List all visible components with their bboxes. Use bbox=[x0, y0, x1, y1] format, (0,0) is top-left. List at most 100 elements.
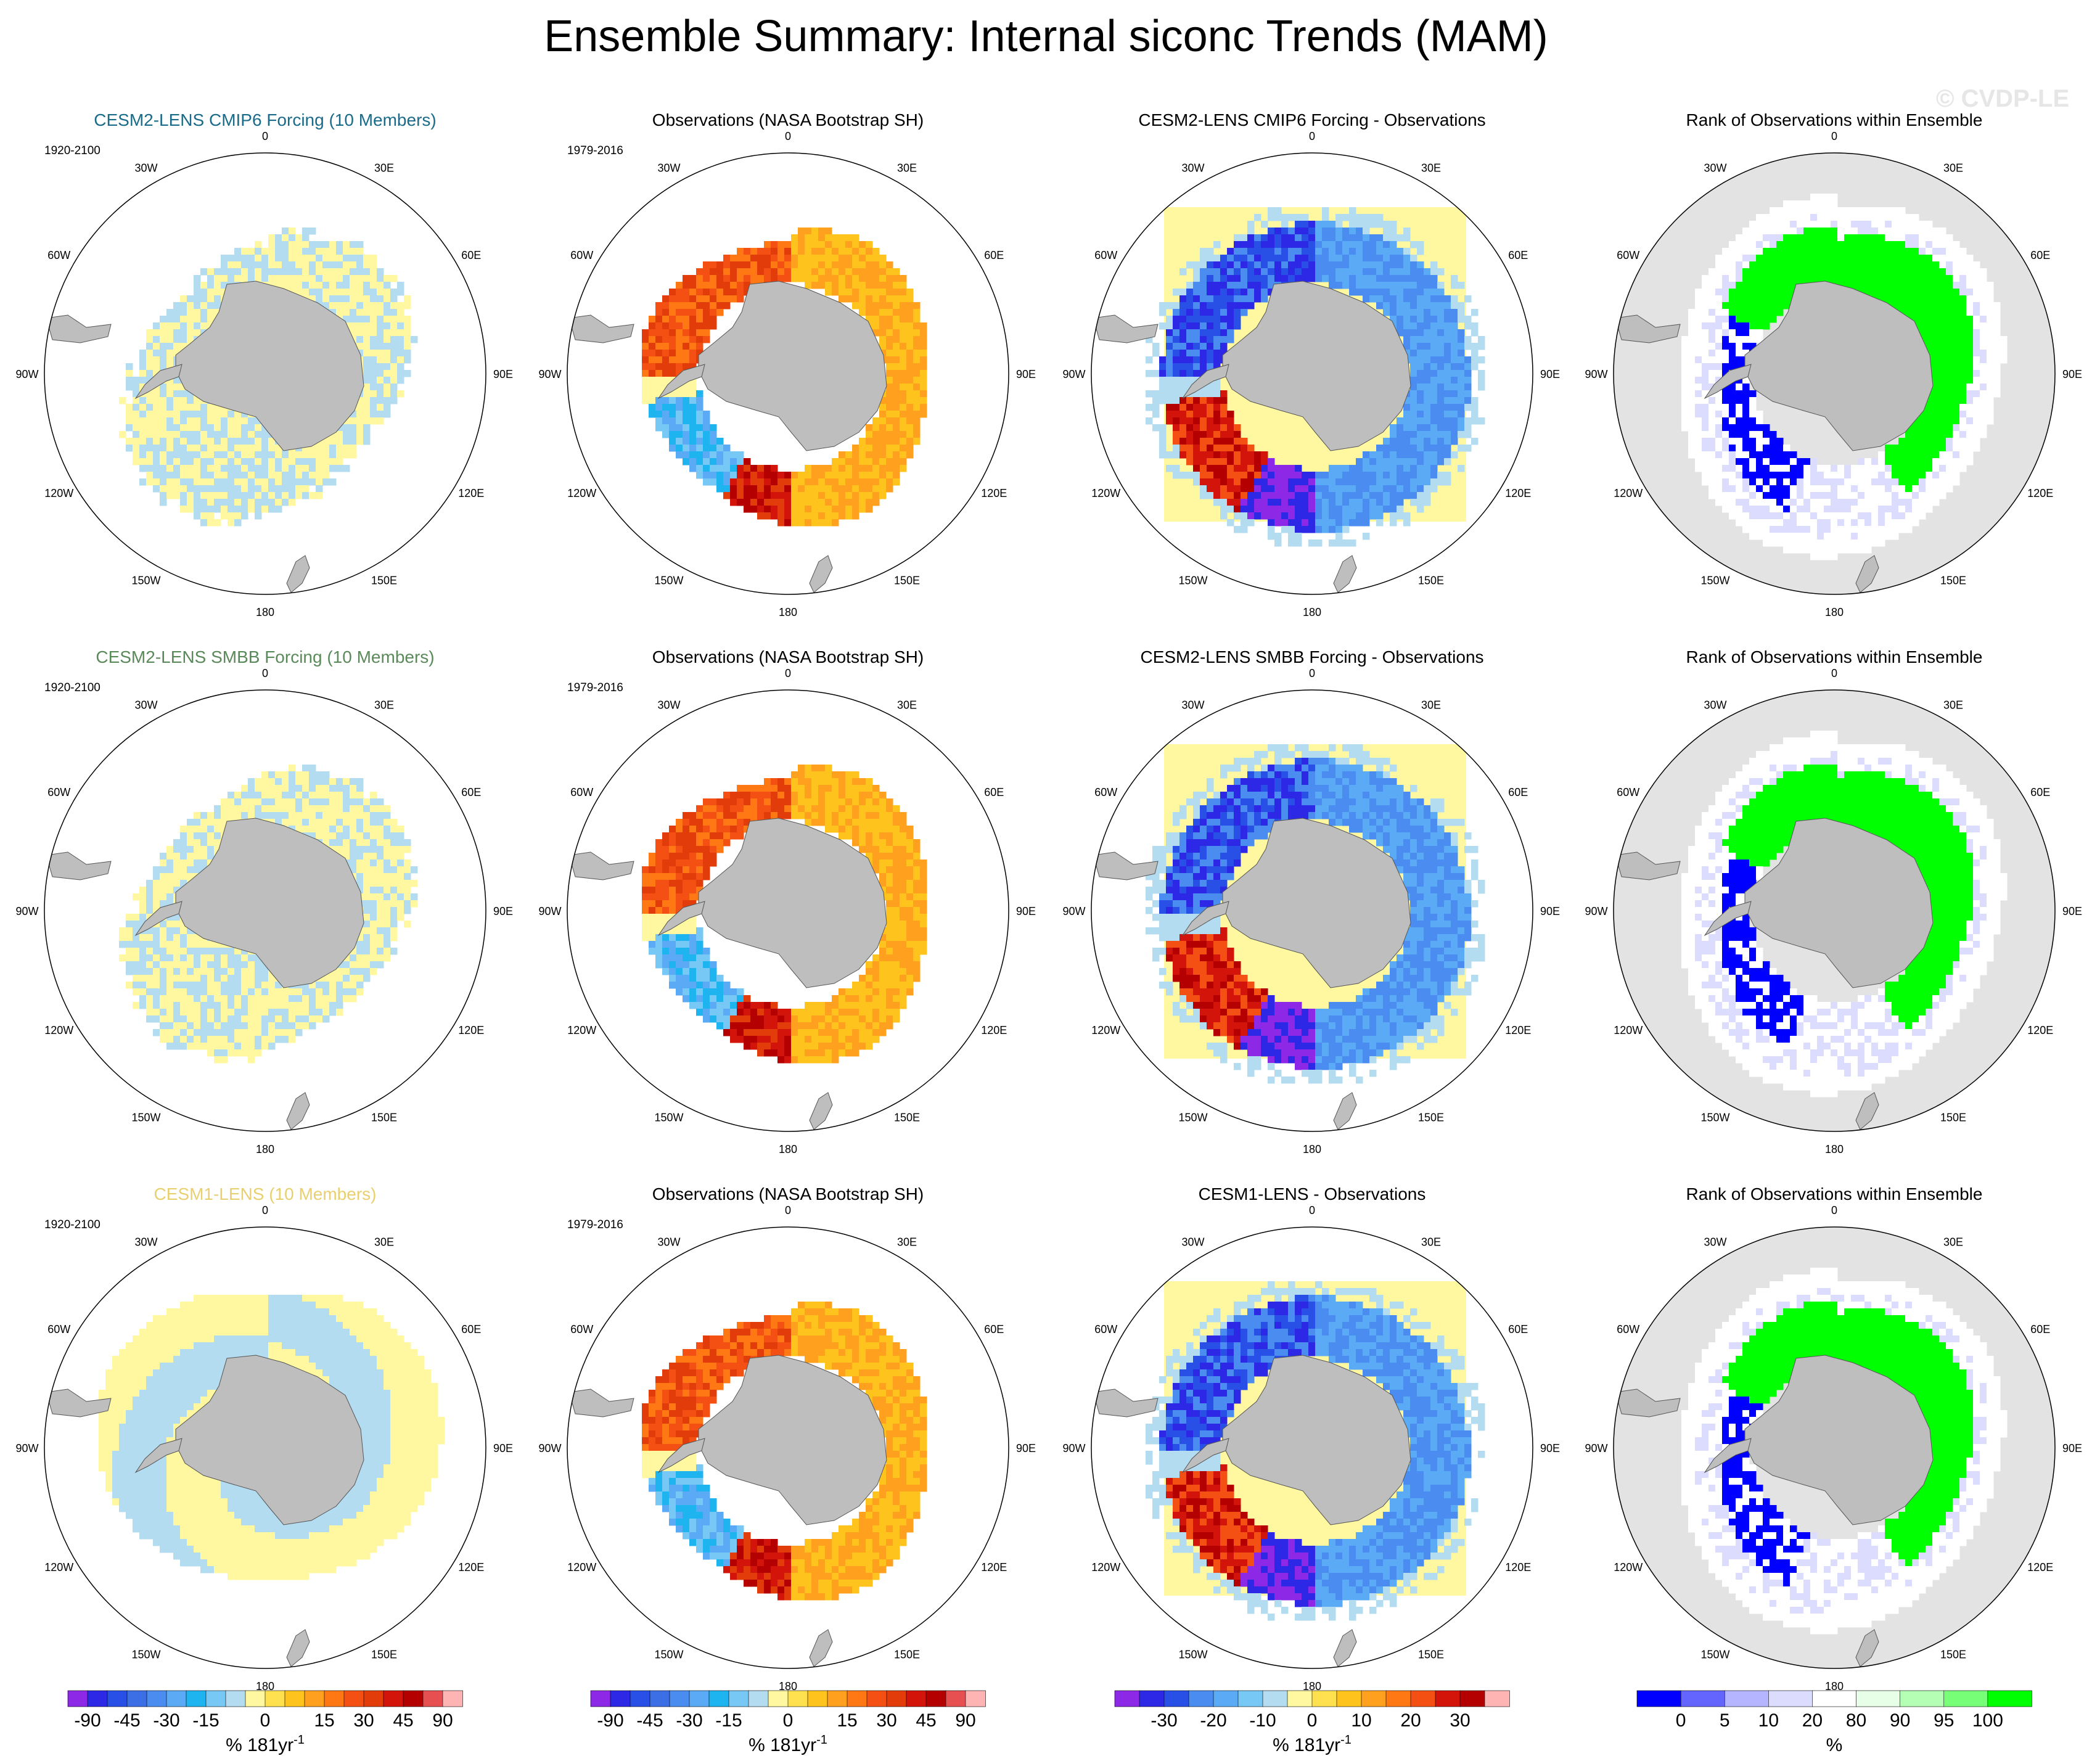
longitude-label: 90W bbox=[1585, 905, 1607, 917]
period-label: 1920-2100 bbox=[44, 1218, 100, 1231]
longitude-label: 60W bbox=[570, 249, 593, 261]
longitude-label: 120E bbox=[2027, 487, 2053, 499]
longitude-label: 60W bbox=[1094, 786, 1117, 798]
map-boundary bbox=[44, 152, 486, 595]
longitude-label: 30W bbox=[1704, 162, 1726, 174]
colorbar-units: % 181yr-1 bbox=[1273, 1733, 1352, 1755]
longitude-label: 30E bbox=[1943, 162, 1963, 174]
colorbar-1: -90 -45 -30 -15 0 15 30 45 90 % 181yr-1 bbox=[67, 1690, 463, 1755]
map-panel-r2-c1: 0 30E 60E 90E 120E 150E 180 150W 120W 90W 60W 30W CE… bbox=[15, 647, 513, 1155]
map-panel-r1-c1: 0 30E 60E 90E 120E 150E 180 150W 120W 90W 60W 30W CE… bbox=[15, 110, 513, 618]
longitude-label: 90W bbox=[538, 1442, 561, 1454]
longitude-label: 60E bbox=[1508, 249, 1528, 261]
longitude-label: 90W bbox=[15, 1442, 38, 1454]
longitude-label: 120E bbox=[2027, 1561, 2053, 1573]
longitude-label: 150E bbox=[894, 574, 920, 586]
longitude-label: 120W bbox=[1091, 1024, 1120, 1036]
longitude-label: 150W bbox=[1700, 574, 1729, 586]
longitude-label: 90W bbox=[15, 905, 38, 917]
longitude-label: 90E bbox=[1016, 368, 1036, 380]
longitude-label: 150E bbox=[894, 1111, 920, 1123]
longitude-label: 150E bbox=[1418, 1111, 1444, 1123]
colorbar-box bbox=[708, 1690, 729, 1707]
colorbar-units: % bbox=[1826, 1735, 1843, 1755]
longitude-label: 90E bbox=[2062, 368, 2082, 380]
colorbar-box bbox=[1311, 1690, 1337, 1707]
longitude-label: 60E bbox=[984, 249, 1004, 261]
land-masses bbox=[568, 818, 887, 1130]
colorbar-box bbox=[590, 1690, 611, 1707]
colorbar-box bbox=[324, 1690, 345, 1707]
colorbar-tick-label: -20 bbox=[1200, 1710, 1226, 1731]
longitude-label: 120E bbox=[1505, 487, 1531, 499]
longitude-label: 30E bbox=[1421, 1236, 1441, 1249]
longitude-label: 0 bbox=[1309, 667, 1315, 679]
colorbar-tick-label: -15 bbox=[715, 1710, 742, 1731]
longitude-label: 120W bbox=[1091, 1561, 1120, 1573]
colorbar-box bbox=[205, 1690, 226, 1707]
colorbar-box bbox=[1410, 1690, 1436, 1707]
colorbar-box bbox=[1287, 1690, 1313, 1707]
colorbar-tick-label: 30 bbox=[1450, 1710, 1470, 1731]
colorbar-box bbox=[886, 1690, 907, 1707]
longitude-label: 30E bbox=[897, 1236, 917, 1249]
colorbar-box bbox=[67, 1690, 88, 1707]
colorbar-box bbox=[343, 1690, 364, 1707]
colorbar-box bbox=[906, 1690, 927, 1707]
land-masses bbox=[1615, 281, 1934, 593]
longitude-label: 0 bbox=[1309, 130, 1315, 142]
longitude-label: 120E bbox=[981, 1024, 1007, 1036]
map-panel-r3-c1: 0 30E 60E 90E 120E 150E 180 150W 120W 90W 60W 30W CE… bbox=[15, 1184, 513, 1692]
longitude-label: 120W bbox=[1091, 487, 1120, 499]
map-field bbox=[568, 228, 927, 593]
longitude-label: 120E bbox=[458, 1561, 484, 1573]
colorbar-box bbox=[866, 1690, 887, 1707]
map-panel-r2-c4: 0 30E 60E 90E 120E 150E 180 150W 120W 90W 60W 30W Ra… bbox=[1585, 647, 2082, 1155]
longitude-label: 150E bbox=[371, 574, 397, 586]
longitude-label: 150W bbox=[654, 1111, 683, 1123]
colorbar-box bbox=[107, 1690, 128, 1707]
land-masses bbox=[568, 281, 887, 593]
longitude-label: 0 bbox=[785, 130, 791, 142]
longitude-label: 90E bbox=[1540, 905, 1560, 917]
longitude-label: 150W bbox=[131, 1648, 160, 1660]
longitude-label: 0 bbox=[262, 667, 268, 679]
map-boundary bbox=[44, 1226, 486, 1669]
map-panel-r3-c3: 0 30E 60E 90E 120E 150E 180 150W 120W 90W 60W 30W CE… bbox=[1062, 1184, 1560, 1692]
longitude-label: 30W bbox=[134, 162, 157, 174]
colorbar-2: -90 -45 -30 -15 0 15 30 45 90 % 181yr-1 bbox=[590, 1690, 986, 1755]
longitude-label: 30E bbox=[1421, 162, 1441, 174]
longitude-label: 120W bbox=[567, 1561, 596, 1573]
colorbar-tick-label: 0 bbox=[1307, 1710, 1318, 1731]
colorbar-box bbox=[925, 1690, 946, 1707]
period-label: 1920-2100 bbox=[44, 144, 100, 157]
longitude-label: 60W bbox=[47, 249, 70, 261]
colorbar-box bbox=[649, 1690, 670, 1707]
longitude-label: 90W bbox=[1585, 1442, 1607, 1454]
longitude-label: 120W bbox=[44, 487, 73, 499]
longitude-label: 180 bbox=[1825, 1680, 1844, 1692]
map-boundary bbox=[1091, 689, 1533, 1132]
longitude-label: 60E bbox=[2030, 249, 2050, 261]
colorbar-box bbox=[245, 1690, 266, 1707]
panel-title: CESM2-LENS SMBB Forcing (10 Members) bbox=[96, 647, 434, 667]
colorbar-tick-label: 95 bbox=[1934, 1710, 1954, 1731]
longitude-label: 150W bbox=[654, 1648, 683, 1660]
longitude-label: 30E bbox=[374, 1236, 394, 1249]
land-masses bbox=[1093, 818, 1411, 1130]
longitude-label: 60W bbox=[570, 1323, 593, 1335]
colorbar-box bbox=[1385, 1690, 1411, 1707]
colorbar-tick-label: 45 bbox=[393, 1710, 413, 1731]
longitude-label: 120W bbox=[44, 1024, 73, 1036]
panel-title: CESM2-LENS CMIP6 Forcing (10 Members) bbox=[94, 110, 436, 129]
colorbar-box bbox=[1435, 1690, 1461, 1707]
longitude-label: 180 bbox=[1303, 1143, 1321, 1155]
colorbar-tick-label: 90 bbox=[432, 1710, 453, 1731]
map-boundary bbox=[1613, 1226, 2056, 1669]
colorbar-box bbox=[1636, 1690, 1681, 1707]
longitude-label: 90W bbox=[1585, 368, 1607, 380]
colorbar-tick-label: 45 bbox=[916, 1710, 936, 1731]
land-masses bbox=[1615, 818, 1934, 1130]
colorbar-box bbox=[1900, 1690, 1945, 1707]
